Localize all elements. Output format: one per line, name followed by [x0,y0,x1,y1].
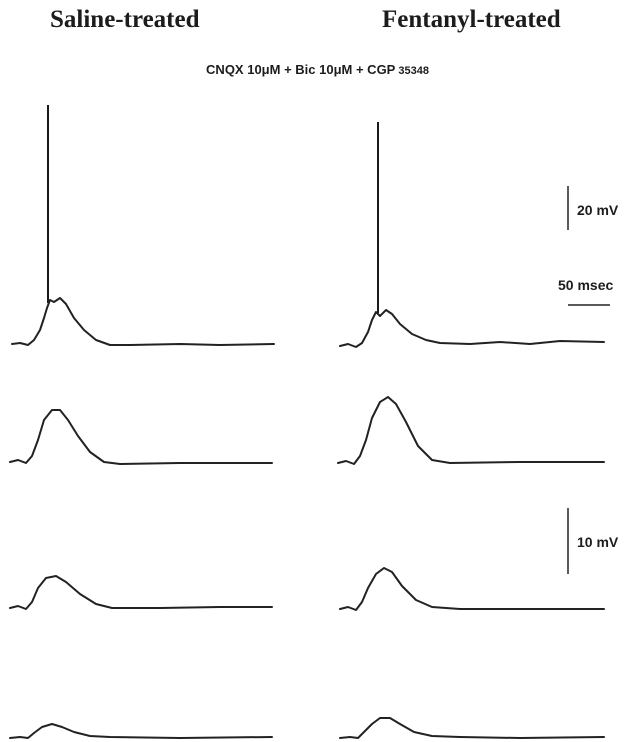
column-title-saline: Saline-treated [50,6,200,33]
scale-label-10mv: 10 mV [577,534,619,550]
trace-fentanyl-row2 [337,396,605,465]
condition-label-number: 35348 [398,65,429,77]
trace-fentanyl-row3 [339,567,605,611]
trace-saline-row1 [11,105,275,346]
scale-label-50ms: 50 msec [558,277,614,293]
trace-fentanyl-row1 [339,122,605,348]
trace-saline-row2 [9,409,273,465]
scale-label-20mv: 20 mV [577,202,619,218]
column-title-fentanyl: Fentanyl-treated [382,6,561,33]
trace-saline-row4 [9,723,273,739]
condition-label: CNQX 10μM + Bic 10μM + CGP 35348 [0,62,635,77]
trace-fentanyl-row4 [339,717,605,739]
waveform-fentanyl-row1 [339,309,605,348]
trace-saline-row3 [9,575,273,610]
waveform-saline-row1 [11,297,275,346]
condition-label-main: CNQX 10μM + Bic 10μM + CGP [206,62,396,77]
